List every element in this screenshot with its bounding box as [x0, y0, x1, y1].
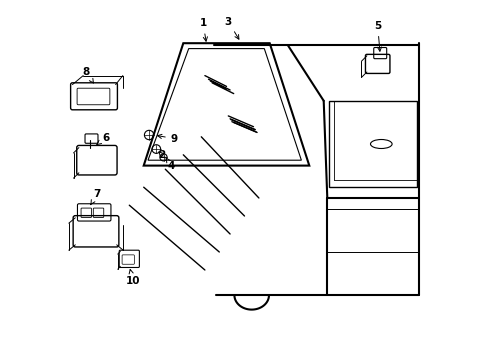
Text: 4: 4 [165, 158, 174, 171]
Text: 8: 8 [82, 67, 93, 83]
Text: 2: 2 [158, 150, 165, 160]
Text: 6: 6 [97, 132, 109, 145]
Text: 1: 1 [199, 18, 207, 41]
Text: 5: 5 [373, 21, 381, 51]
Text: 3: 3 [224, 17, 239, 39]
Text: 9: 9 [157, 134, 178, 144]
Text: 7: 7 [91, 189, 101, 205]
Text: 10: 10 [125, 269, 140, 286]
